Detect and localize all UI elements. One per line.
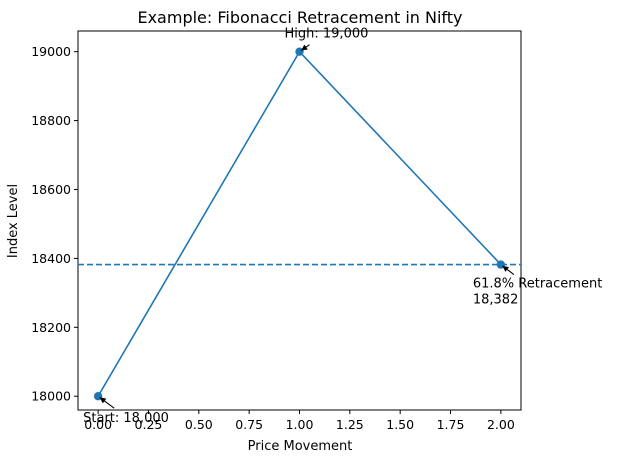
- y-tick-label: 19000: [31, 44, 71, 59]
- plot-area: 0.00 0.25 0.50 0.75 1.00 1.25 1.50 1.75 2.00 1800…: [31, 27, 602, 432]
- annotation-arrowhead: [502, 265, 510, 272]
- annotation-label: 61.8% Retracement: [473, 277, 602, 292]
- x-tick-label: 0.75: [235, 417, 263, 432]
- y-tick-label: 18400: [31, 251, 71, 266]
- y-tick-label: 18200: [31, 320, 71, 335]
- x-axis-label: Price Movement: [248, 439, 353, 454]
- x-tick-label: 0.25: [135, 417, 163, 432]
- y-tick-label: 18000: [31, 389, 71, 404]
- y-axis-label: Index Level: [6, 184, 21, 258]
- x-tick-label: 1.50: [386, 417, 414, 432]
- annotation-label: Start: 18,000: [83, 411, 169, 426]
- y-tick-label: 18600: [31, 182, 71, 197]
- annotation-label: 18,382: [473, 293, 519, 308]
- annotation-arrowhead: [99, 397, 107, 404]
- x-tick-label: 1.00: [286, 417, 314, 432]
- chart-title: Example: Fibonacci Retracement in Nifty: [137, 8, 462, 27]
- annotation-label: High: 19,000: [285, 27, 369, 42]
- x-tick-label: 0.50: [185, 417, 213, 432]
- annotation-arrowhead: [301, 44, 308, 51]
- x-tick-label: 0.00: [84, 417, 112, 432]
- y-tick-label: 18800: [31, 113, 71, 128]
- x-tick-label: 1.25: [336, 417, 364, 432]
- x-tick-label: 1.75: [437, 417, 465, 432]
- x-tick-label: 2.00: [487, 417, 515, 432]
